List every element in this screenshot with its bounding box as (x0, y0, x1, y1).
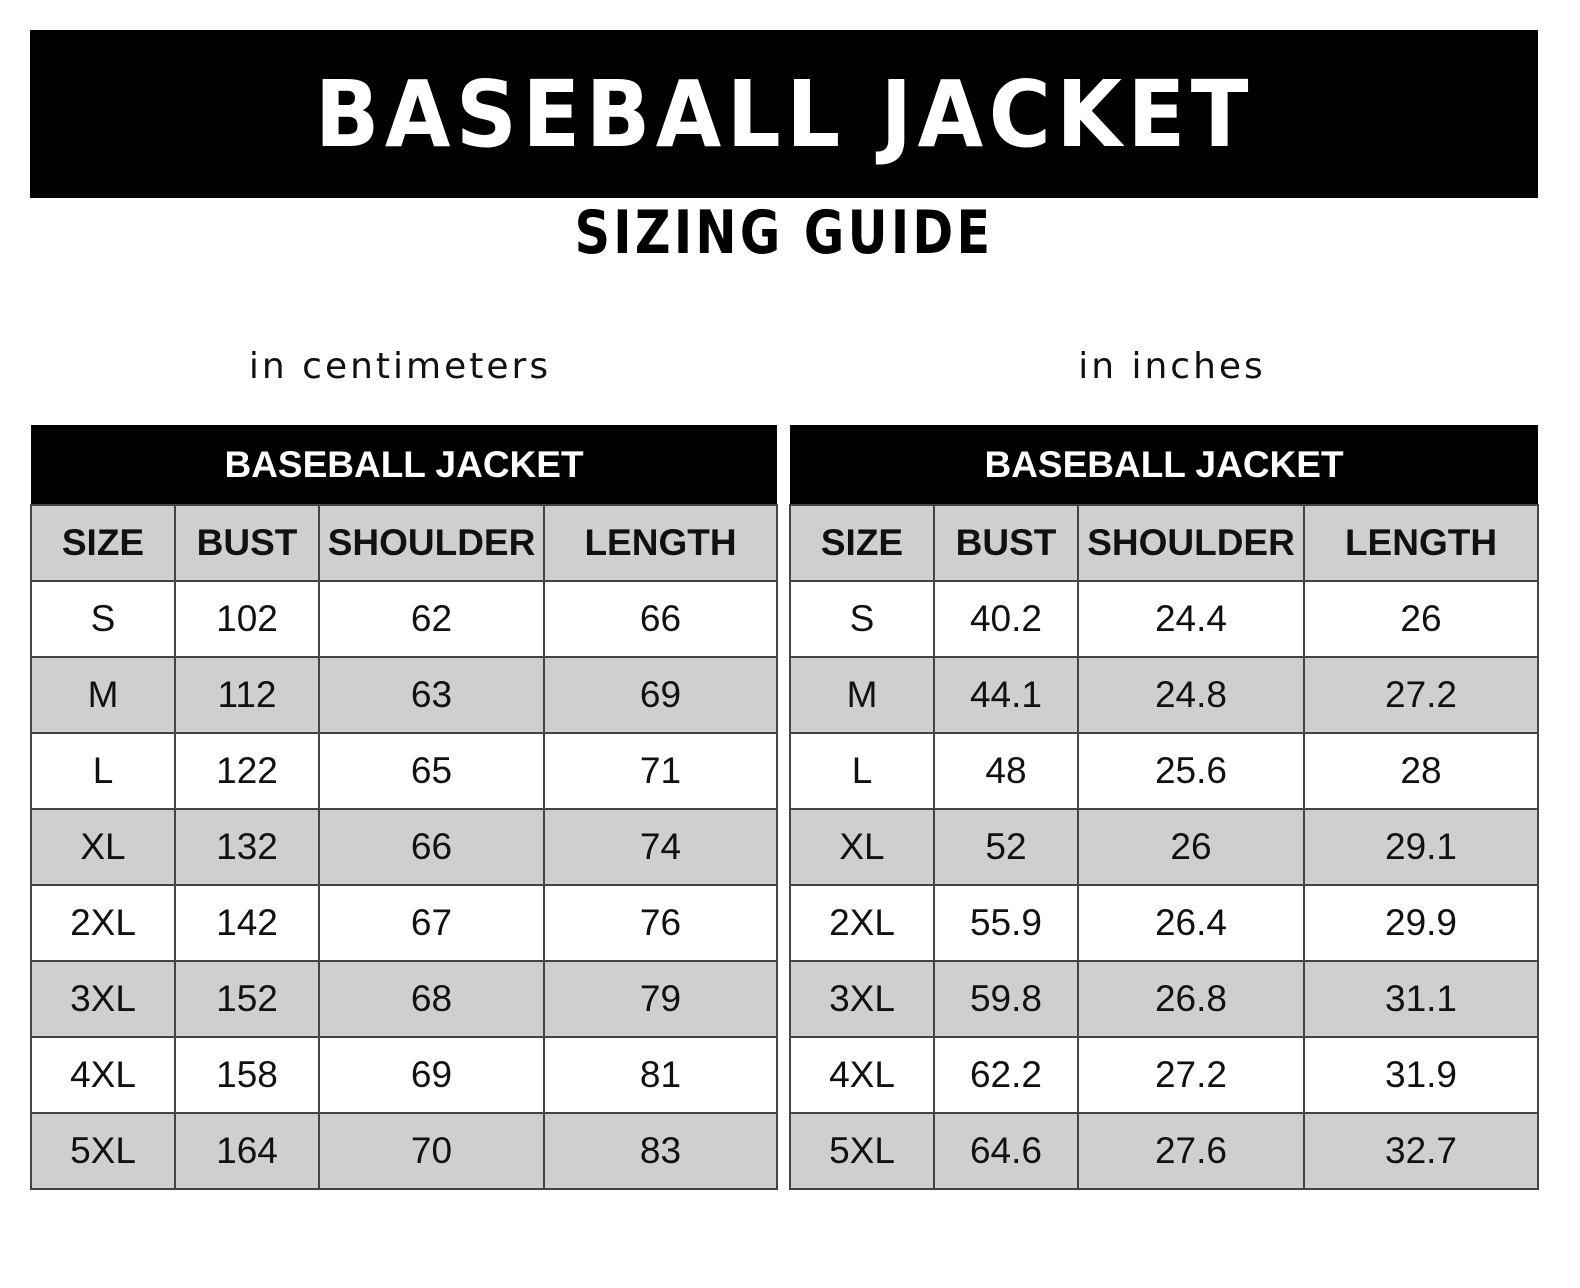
cell-length: 71 (542, 732, 779, 810)
cell-bust: 112 (174, 656, 320, 734)
column-header-length: LENGTH (542, 504, 779, 582)
cell-bust: 132 (174, 808, 320, 886)
cell-size: XL (789, 808, 935, 886)
cell-shoulder: 24.8 (1077, 656, 1305, 734)
unit-label-inches: in inches (1078, 346, 1266, 387)
cell-bust: 52 (933, 808, 1079, 886)
cell-bust: 44.1 (933, 656, 1079, 734)
table-row: 2XL 142 67 76 (30, 884, 779, 962)
cell-shoulder: 26.8 (1077, 960, 1305, 1038)
cell-bust: 164 (174, 1112, 320, 1190)
cell-size: 5XL (30, 1112, 176, 1190)
cell-size: 4XL (789, 1036, 935, 1114)
cell-length: 74 (542, 808, 779, 886)
cell-bust: 158 (174, 1036, 320, 1114)
cell-shoulder: 66 (318, 808, 545, 886)
cell-length: 83 (542, 1112, 779, 1190)
page-subtitle: SIZING GUIDE (574, 198, 994, 268)
table-row: M 44.1 24.8 27.2 (789, 656, 1540, 734)
cell-bust: 102 (174, 580, 320, 658)
cell-shoulder: 65 (318, 732, 545, 810)
column-header-bust: BUST (174, 504, 320, 582)
cell-shoulder: 68 (318, 960, 545, 1038)
column-header-length: LENGTH (1302, 504, 1540, 582)
header-row: SIZE BUST SHOULDER LENGTH (789, 504, 1540, 582)
cell-length: 28 (1302, 732, 1540, 810)
table-row: XL 52 26 29.1 (789, 808, 1540, 886)
cell-shoulder: 25.6 (1077, 732, 1305, 810)
size-table-cm: BASEBALL JACKET SIZE BUST SHOULDER LENGTH S 10… (30, 425, 779, 1190)
cell-shoulder: 63 (318, 656, 545, 734)
cell-length: 76 (542, 884, 779, 962)
table-row: 2XL 55.9 26.4 29.9 (789, 884, 1540, 962)
cell-size: 3XL (30, 960, 176, 1038)
table-row: L 48 25.6 28 (789, 732, 1540, 810)
cell-size: 2XL (789, 884, 935, 962)
cell-shoulder: 70 (318, 1112, 545, 1190)
cell-size: M (30, 656, 176, 734)
cell-bust: 59.8 (933, 960, 1079, 1038)
cell-length: 29.1 (1302, 808, 1540, 886)
cell-size: S (789, 580, 935, 658)
table-title: BASEBALL JACKET (31, 425, 778, 505)
cell-size: L (789, 732, 935, 810)
cell-size: 2XL (30, 884, 176, 962)
table-title: BASEBALL JACKET (790, 425, 1539, 505)
column-header-size: SIZE (30, 504, 176, 582)
cell-length: 32.7 (1302, 1112, 1540, 1190)
page-title: BASEBALL JACKET (314, 60, 1254, 168)
cell-length: 26 (1302, 580, 1540, 658)
column-header-shoulder: SHOULDER (1077, 504, 1305, 582)
table-row: 4XL 62.2 27.2 31.9 (789, 1036, 1540, 1114)
column-header-size: SIZE (789, 504, 935, 582)
cell-length: 69 (542, 656, 779, 734)
cell-bust: 64.6 (933, 1112, 1079, 1190)
column-header-bust: BUST (933, 504, 1079, 582)
cell-bust: 62.2 (933, 1036, 1079, 1114)
table-row: 3XL 59.8 26.8 31.1 (789, 960, 1540, 1038)
cell-length: 31.9 (1302, 1036, 1540, 1114)
header-row: SIZE BUST SHOULDER LENGTH (30, 504, 779, 582)
title-banner: BASEBALL JACKET (30, 30, 1538, 198)
table-row: XL 132 66 74 (30, 808, 779, 886)
cell-length: 27.2 (1302, 656, 1540, 734)
cell-size: L (30, 732, 176, 810)
cell-bust: 122 (174, 732, 320, 810)
table-row: M 112 63 69 (30, 656, 779, 734)
cell-shoulder: 69 (318, 1036, 545, 1114)
cell-bust: 142 (174, 884, 320, 962)
cell-shoulder: 27.6 (1077, 1112, 1305, 1190)
table-row: 5XL 164 70 83 (30, 1112, 779, 1190)
column-header-shoulder: SHOULDER (318, 504, 545, 582)
cell-length: 66 (542, 580, 779, 658)
table-row: 3XL 152 68 79 (30, 960, 779, 1038)
cell-bust: 48 (933, 732, 1079, 810)
cell-bust: 55.9 (933, 884, 1079, 962)
table-row: S 40.2 24.4 26 (789, 580, 1540, 658)
cell-size: 5XL (789, 1112, 935, 1190)
cell-size: 3XL (789, 960, 935, 1038)
size-table-inches: BASEBALL JACKET SIZE BUST SHOULDER LENGTH S 40… (789, 425, 1540, 1190)
cell-shoulder: 24.4 (1077, 580, 1305, 658)
cell-size: M (789, 656, 935, 734)
table-row: 4XL 158 69 81 (30, 1036, 779, 1114)
cell-length: 29.9 (1302, 884, 1540, 962)
cell-length: 79 (542, 960, 779, 1038)
table-row: L 122 65 71 (30, 732, 779, 810)
cell-shoulder: 27.2 (1077, 1036, 1305, 1114)
cell-size: XL (30, 808, 176, 886)
table-row: 5XL 64.6 27.6 32.7 (789, 1112, 1540, 1190)
table-row: S 102 62 66 (30, 580, 779, 658)
cell-bust: 40.2 (933, 580, 1079, 658)
cell-size: S (30, 580, 176, 658)
cell-length: 81 (542, 1036, 779, 1114)
cell-shoulder: 62 (318, 580, 545, 658)
cell-shoulder: 26.4 (1077, 884, 1305, 962)
cell-length: 31.1 (1302, 960, 1540, 1038)
cell-shoulder: 26 (1077, 808, 1305, 886)
unit-label-cm: in centimeters (248, 346, 552, 387)
cell-shoulder: 67 (318, 884, 545, 962)
cell-bust: 152 (174, 960, 320, 1038)
cell-size: 4XL (30, 1036, 176, 1114)
